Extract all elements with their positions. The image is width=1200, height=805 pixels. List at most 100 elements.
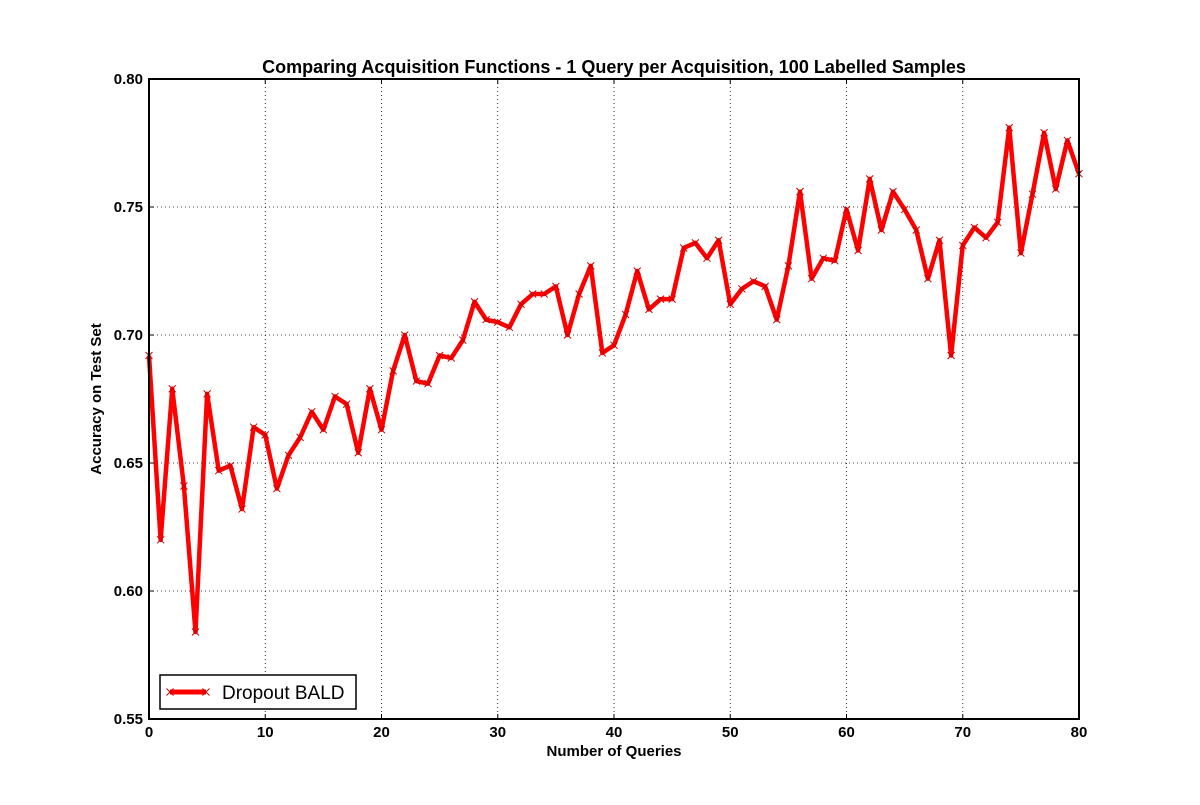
data-point-marker [540,290,549,298]
data-point-marker [191,628,200,636]
data-point-marker [807,274,816,283]
data-point-marker [493,318,502,327]
y-tick-label: 0.70 [114,327,143,344]
data-point-marker [296,433,304,442]
data-point-marker [842,205,851,214]
data-point-marker [1063,136,1072,145]
data-point-marker [761,282,769,291]
data-point-marker [1005,123,1014,132]
y-tick-label: 0.80 [114,71,143,88]
y-tick-label: 0.60 [114,583,143,600]
x-tick-label: 10 [257,724,274,741]
data-point-marker [691,238,700,247]
data-point-marker [424,379,432,388]
data-point-marker [831,256,839,265]
data-point-marker [912,226,921,234]
data-point-marker [273,484,281,493]
data-point-marker [214,466,223,475]
data-point-marker [400,331,409,339]
data-point-marker [203,390,211,398]
x-tick-label: 80 [1071,724,1088,741]
data-point-marker [714,236,723,245]
data-point-marker [226,461,235,470]
data-point-marker [1040,128,1048,137]
data-point-marker [877,226,886,234]
data-point-marker [633,267,642,275]
data-point-marker [180,482,188,490]
data-point-marker [970,223,979,232]
data-point-marker [342,400,351,408]
data-point-marker [156,535,165,544]
data-point-marker [924,274,932,283]
data-point-marker [505,323,514,332]
data-point-marker [261,430,270,439]
data-point-marker [796,187,804,196]
axis-ticks: 0 10 20 30 40 50 60 70 80 0.55 0.60 0.65 0.70 0.75 0.8… [114,71,1088,741]
data-point-marker [993,218,1002,227]
data-point-marker [319,425,328,434]
x-tick-label: 0 [145,724,153,741]
data-point-marker [307,407,316,416]
data-point-marker [586,262,595,270]
data-point-marker [563,331,572,339]
data-point-marker [610,341,618,350]
x-tick-label: 30 [489,724,506,741]
data-point-marker [621,310,630,319]
data-point-marker [284,451,293,460]
x-tick-label: 20 [373,724,390,741]
data-point-marker [1051,185,1060,193]
data-point-marker [366,384,374,393]
y-axis-label: Accuracy on Test Set [88,323,105,474]
data-point-marker [412,377,421,385]
data-point-marker [900,205,909,214]
y-tick-label: 0.55 [114,711,143,728]
x-tick-label: 40 [606,724,623,741]
y-tick-label: 0.75 [114,199,143,216]
data-point-marker [668,295,676,304]
data-point-marker [645,305,653,314]
data-point-marker [435,351,444,360]
legend: Dropout BALD [159,674,357,710]
data-point-marker [947,351,955,360]
data-point-marker [679,244,688,252]
data-point-marker [738,285,746,293]
data-point-marker [168,384,177,393]
data-point-marker [575,290,583,298]
data-point-marker [447,354,456,362]
data-point-marker [238,505,246,513]
data-point-marker [598,349,607,357]
legend-swatch-markers [166,688,210,696]
y-tick-label: 0.65 [114,455,143,472]
data-point-marker [249,423,258,432]
legend-marker [202,688,210,696]
x-tick-label: 60 [838,724,855,741]
data-point-marker [517,300,525,309]
data-point-marker [749,277,758,286]
data-point-marker [703,254,711,263]
data-point-marker [528,290,537,298]
series-layer [145,123,1083,636]
data-point-marker [935,236,944,245]
legend-label-dropout-bald: Dropout BALD [222,683,345,704]
data-point-marker [552,282,560,291]
data-point-marker [1017,249,1025,257]
data-point-marker [889,187,897,196]
series-markers [145,123,1083,636]
data-point-marker [470,297,479,306]
data-point-marker [389,366,397,375]
grid-lines [149,79,1079,719]
data-point-marker [772,315,781,324]
x-axis-label: Number of Queries [546,743,681,760]
legend-marker [166,688,174,696]
data-point-marker [656,295,665,304]
data-point-marker [331,392,339,401]
data-point-marker [482,315,490,324]
data-point-marker [819,254,828,263]
chart-title: Comparing Acquisition Functions - 1 Quer… [262,57,966,77]
data-point-marker [854,246,862,255]
data-point-marker [982,233,990,242]
x-tick-label: 50 [722,724,739,741]
x-tick-label: 70 [954,724,971,741]
